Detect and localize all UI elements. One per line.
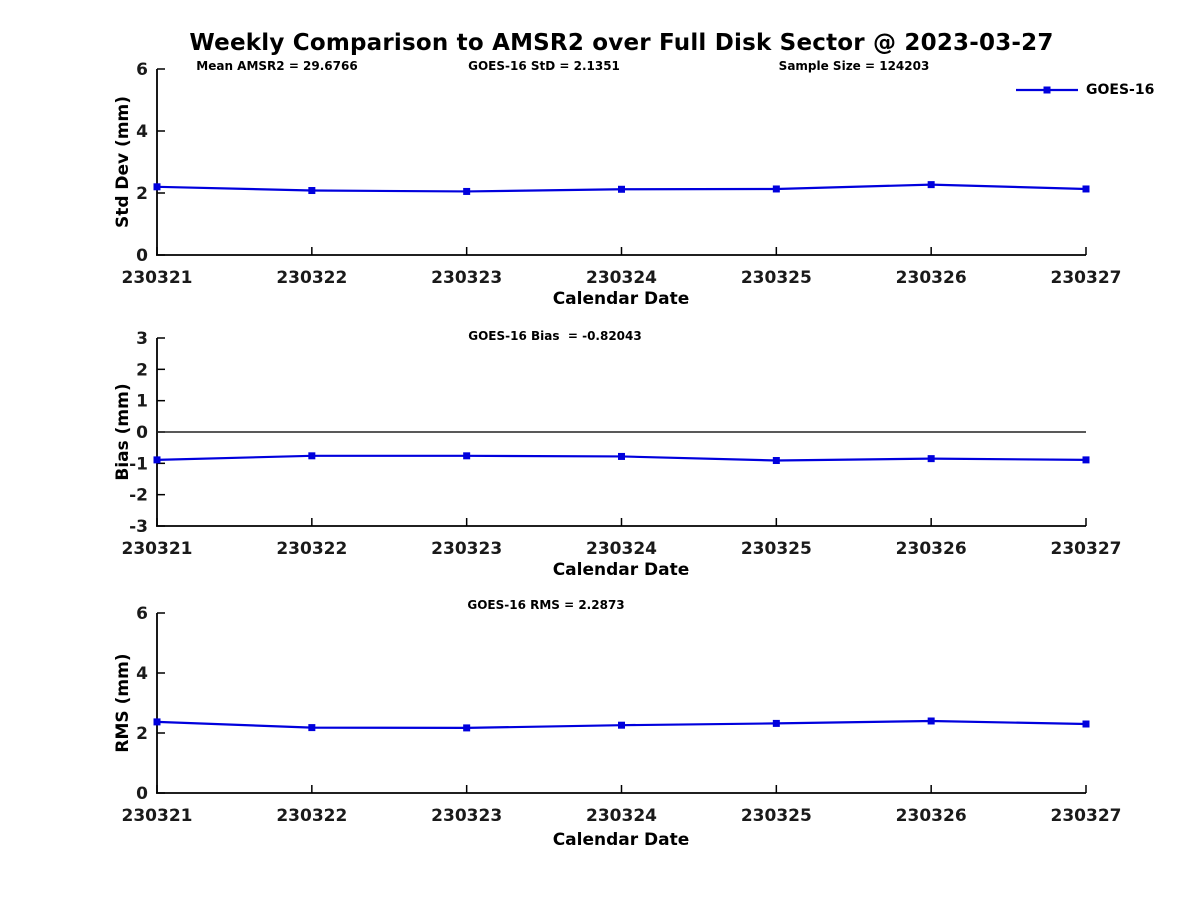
x-tick-label: 230324	[586, 539, 657, 559]
y-axis-label-rms: RMS (mm)	[113, 653, 133, 753]
y-tick-label: 2	[136, 184, 148, 204]
x-tick-label: 230327	[1051, 806, 1122, 826]
x-tick-label: 230325	[741, 806, 812, 826]
x-tick-label: 230322	[276, 539, 347, 559]
x-tick-label: 230324	[586, 268, 657, 288]
y-tick-label: 3	[136, 329, 148, 349]
data-point-marker	[772, 457, 780, 465]
x-tick-label: 230322	[276, 268, 347, 288]
x-tick-label: 230321	[122, 268, 193, 288]
x-tick-label: 230326	[896, 539, 967, 559]
y-tick-label: 1	[136, 392, 148, 412]
annotation-goes16-std: GOES-16 StD = 2.1351	[468, 59, 620, 73]
x-axis-label-calendar-date-3: Calendar Date	[552, 830, 690, 850]
annotation-sample-size: Sample Size = 124203	[778, 59, 930, 73]
legend-label-goes16: GOES-16	[1086, 82, 1155, 98]
annotation-mean-amsr2: Mean AMSR2 = 29.6766	[196, 59, 358, 73]
y-tick-label: 0	[136, 784, 148, 804]
annotation-goes16-rms: GOES-16 RMS = 2.2873	[467, 598, 625, 612]
data-point-marker	[772, 185, 780, 193]
x-tick-label: 230323	[431, 268, 502, 288]
x-tick-label: 230322	[276, 806, 347, 826]
y-axis-label-std-dev: Std Dev (mm)	[113, 95, 133, 229]
data-point-marker	[618, 721, 625, 729]
y-tick-label: 0	[136, 246, 148, 266]
y-tick-label: 6	[136, 604, 148, 624]
data-point-marker	[308, 452, 316, 460]
y-tick-label: 2	[136, 724, 148, 744]
y-tick-label: 6	[136, 60, 148, 80]
x-axis-label-calendar-date-1: Calendar Date	[552, 289, 690, 309]
x-tick-label: 230325	[741, 268, 812, 288]
y-tick-label: 2	[136, 360, 148, 380]
data-point-marker	[463, 724, 471, 732]
data-point-marker	[927, 455, 935, 463]
data-point-marker	[772, 719, 780, 727]
data-point-marker	[618, 185, 625, 193]
legend-marker	[1043, 86, 1051, 94]
data-point-marker	[463, 452, 471, 460]
x-tick-label: 230327	[1051, 268, 1122, 288]
x-tick-label: 230326	[896, 268, 967, 288]
data-point-marker	[308, 724, 316, 732]
data-point-marker	[308, 187, 316, 195]
y-tick-label: -3	[129, 517, 148, 537]
data-point-marker	[927, 717, 935, 725]
x-tick-label: 230321	[122, 806, 193, 826]
x-tick-label: 230325	[741, 539, 812, 559]
x-tick-label: 230324	[586, 806, 657, 826]
y-tick-label: -2	[129, 486, 148, 506]
x-axis-label-calendar-date-2: Calendar Date	[552, 560, 690, 580]
data-point-marker	[153, 718, 161, 726]
data-point-marker	[1082, 185, 1090, 193]
x-tick-label: 230323	[431, 806, 502, 826]
y-tick-label: 0	[136, 423, 148, 443]
y-tick-label: -1	[129, 454, 148, 474]
x-tick-label: 230323	[431, 539, 502, 559]
y-tick-label: 4	[136, 664, 148, 684]
data-point-marker	[927, 181, 935, 189]
x-tick-label: 230327	[1051, 539, 1122, 559]
data-point-marker	[618, 452, 625, 460]
annotation-goes16-bias: GOES-16 Bias = -0.82043	[468, 329, 642, 343]
data-point-marker	[153, 456, 161, 464]
x-tick-label: 230321	[122, 539, 193, 559]
data-point-marker	[463, 187, 471, 195]
y-axis-label-bias: Bias (mm)	[113, 383, 133, 481]
y-tick-label: 4	[136, 122, 148, 142]
data-point-marker	[1082, 456, 1090, 464]
chart-title: Weekly Comparison to AMSR2 over Full Dis…	[189, 30, 1054, 56]
x-tick-label: 230326	[896, 806, 967, 826]
data-point-marker	[1082, 720, 1090, 728]
data-point-marker	[153, 183, 161, 191]
